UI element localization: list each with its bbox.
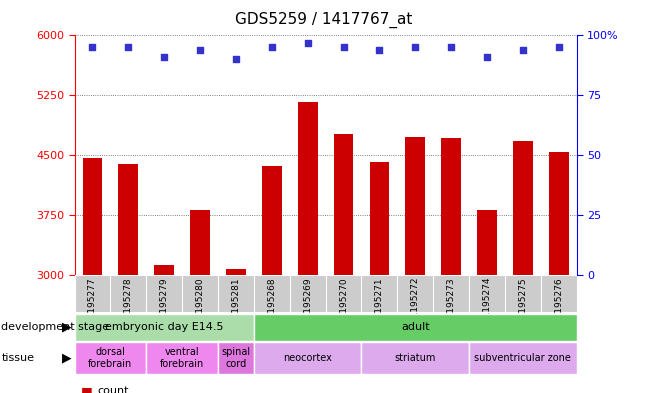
Text: GSM1195281: GSM1195281: [231, 277, 240, 338]
Bar: [110, 275, 146, 312]
Bar: [298, 103, 318, 275]
Bar: [226, 269, 246, 275]
Text: ▶: ▶: [62, 321, 71, 334]
Text: ■: ■: [81, 385, 93, 393]
Text: striatum: striatum: [395, 353, 436, 363]
Bar: [397, 275, 434, 312]
Bar: [434, 275, 469, 312]
Bar: [549, 152, 569, 275]
Bar: [325, 275, 362, 312]
Bar: [182, 275, 218, 312]
Text: dorsal
forebrain: dorsal forebrain: [88, 347, 133, 369]
Text: subventricular zone: subventricular zone: [474, 353, 572, 363]
Bar: [191, 210, 210, 275]
Text: adult: adult: [401, 322, 430, 332]
Text: GSM1195269: GSM1195269: [303, 277, 312, 338]
Bar: [218, 342, 254, 374]
Text: GSM1195272: GSM1195272: [411, 277, 420, 338]
Bar: [541, 275, 577, 312]
Point: [303, 39, 313, 46]
Text: GSM1195273: GSM1195273: [446, 277, 456, 338]
Bar: [290, 275, 325, 312]
Text: GSM1195270: GSM1195270: [339, 277, 348, 338]
Point: [553, 44, 564, 50]
Text: GSM1195271: GSM1195271: [375, 277, 384, 338]
Point: [338, 44, 349, 50]
Text: GDS5259 / 1417767_at: GDS5259 / 1417767_at: [235, 12, 413, 28]
Bar: [369, 162, 389, 275]
Point: [195, 47, 205, 53]
Bar: [254, 342, 362, 374]
Bar: [75, 275, 110, 312]
Text: GSM1195279: GSM1195279: [159, 277, 168, 338]
Bar: [254, 275, 290, 312]
Text: tissue: tissue: [1, 353, 34, 363]
Bar: [477, 210, 497, 275]
Text: neocortex: neocortex: [283, 353, 332, 363]
Text: GSM1195274: GSM1195274: [483, 277, 492, 338]
Point: [482, 54, 492, 60]
Point: [123, 44, 133, 50]
Bar: [441, 138, 461, 275]
Bar: [146, 275, 182, 312]
Bar: [146, 342, 218, 374]
Bar: [513, 141, 533, 275]
Point: [87, 44, 98, 50]
Bar: [362, 342, 469, 374]
Bar: [469, 342, 577, 374]
Text: GSM1195277: GSM1195277: [88, 277, 97, 338]
Bar: [262, 165, 282, 275]
Text: GSM1195275: GSM1195275: [518, 277, 527, 338]
Point: [518, 47, 528, 53]
Bar: [154, 265, 174, 275]
Text: development stage: development stage: [1, 322, 110, 332]
Point: [231, 56, 241, 62]
Point: [446, 44, 456, 50]
Bar: [82, 158, 102, 275]
Bar: [505, 275, 541, 312]
Bar: [334, 134, 353, 275]
Bar: [75, 342, 146, 374]
Bar: [362, 275, 397, 312]
Text: spinal
cord: spinal cord: [222, 347, 251, 369]
Point: [375, 47, 385, 53]
Bar: [469, 275, 505, 312]
Text: ventral
forebrain: ventral forebrain: [160, 347, 204, 369]
Text: count: count: [97, 386, 129, 393]
Text: GSM1195278: GSM1195278: [124, 277, 133, 338]
Bar: [406, 137, 425, 275]
Point: [266, 44, 277, 50]
Bar: [218, 275, 254, 312]
Text: ▶: ▶: [62, 351, 71, 365]
Text: GSM1195276: GSM1195276: [554, 277, 563, 338]
Text: embryonic day E14.5: embryonic day E14.5: [105, 322, 224, 332]
Bar: [119, 164, 138, 275]
Bar: [75, 314, 254, 341]
Bar: [254, 314, 577, 341]
Point: [410, 44, 421, 50]
Text: GSM1195280: GSM1195280: [196, 277, 205, 338]
Point: [159, 54, 169, 60]
Text: GSM1195268: GSM1195268: [268, 277, 276, 338]
